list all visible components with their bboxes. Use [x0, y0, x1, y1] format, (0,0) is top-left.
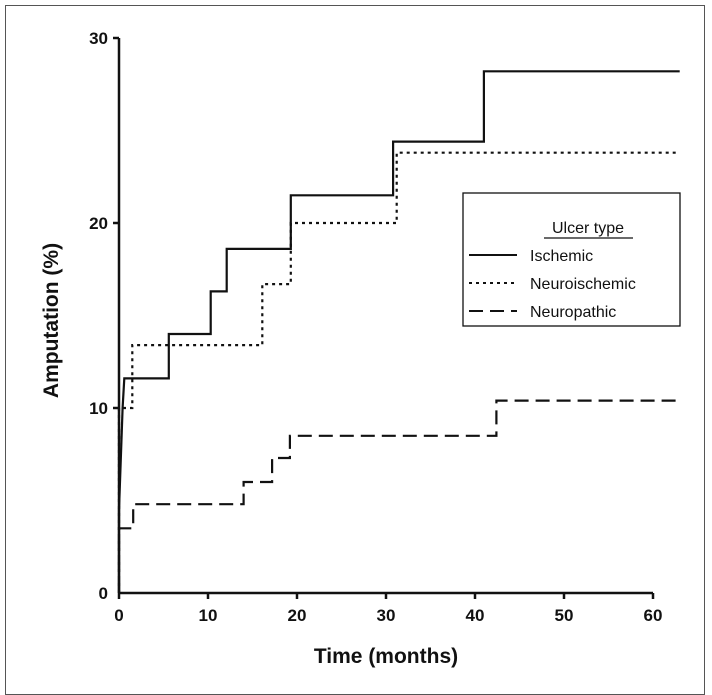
y-tick-label: 30 [89, 29, 108, 48]
x-axis-title: Time (months) [314, 645, 458, 668]
legend-label-neuropathic: Neuropathic [530, 304, 616, 321]
x-tick-label: 10 [199, 606, 218, 625]
survival-chart: 0 10 20 30 0 10 20 30 40 50 60 Time (months) Ampu… [40, 29, 681, 668]
y-tick-label: 20 [89, 214, 108, 233]
x-tick-label: 20 [288, 606, 307, 625]
legend-box [462, 192, 681, 327]
legend-label-ischemic: Ischemic [530, 248, 593, 265]
y-tick-label: 0 [99, 584, 108, 603]
legend: Ulcer type Ischemic Neuroischemic Neuropat… [462, 192, 681, 327]
page: 0 10 20 30 0 10 20 30 40 50 60 Time (months) Ampu… [5, 5, 705, 695]
legend-title: Ulcer type [552, 220, 624, 237]
y-axis-title: Amputation (%) [40, 243, 63, 398]
x-tick-label: 0 [114, 606, 123, 625]
legend-entries: Ischemic Neuroischemic Neuropathic [469, 248, 636, 321]
x-ticks: 0 10 20 30 40 50 60 [114, 593, 662, 625]
series-group [117, 70, 680, 593]
y-tick-label: 10 [89, 399, 108, 418]
x-tick-label: 60 [644, 606, 663, 625]
y-ticks: 0 10 20 30 [89, 29, 119, 603]
series-line-neuropathic [117, 399, 680, 593]
legend-label-neuroischemic: Neuroischemic [530, 276, 636, 293]
x-tick-label: 40 [466, 606, 485, 625]
x-tick-label: 30 [377, 606, 396, 625]
series-line-ischemic [117, 70, 680, 593]
x-tick-label: 50 [555, 606, 574, 625]
